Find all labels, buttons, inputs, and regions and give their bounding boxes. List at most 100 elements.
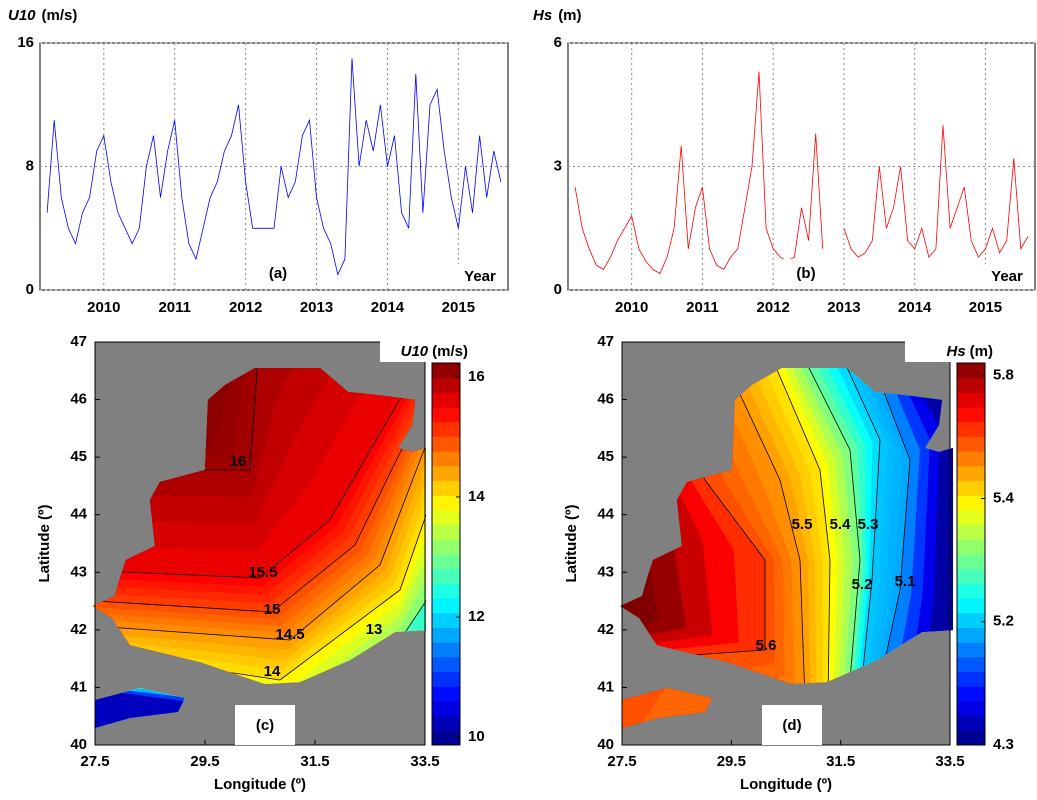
colorbar-band bbox=[957, 583, 985, 599]
y-unit: (m) bbox=[558, 7, 581, 24]
x-tick-label: 2013 bbox=[300, 299, 333, 316]
panel-label: (a) bbox=[269, 265, 287, 282]
colorbar-tick-label: 5.4 bbox=[993, 490, 1015, 507]
contour-label: 16 bbox=[230, 453, 247, 470]
contour-label: 5.6 bbox=[756, 637, 777, 654]
y-tick-label: 45 bbox=[597, 448, 614, 465]
colorbar-band bbox=[432, 656, 460, 673]
colorbar-band bbox=[432, 407, 460, 423]
colorbar-band bbox=[957, 715, 985, 731]
colorbar-tick-label: 16 bbox=[468, 368, 485, 385]
colorbar-band bbox=[957, 363, 985, 379]
x-tick-label: 27.5 bbox=[80, 753, 109, 770]
contour-label: 15.5 bbox=[248, 564, 277, 581]
colorbar-band bbox=[432, 509, 460, 526]
contour-label: 15 bbox=[264, 601, 281, 618]
colorbar-title: Hs (m) bbox=[946, 343, 993, 360]
colorbar-band bbox=[432, 686, 460, 702]
y-tick-label: 42 bbox=[70, 621, 87, 638]
colorbar-band bbox=[432, 642, 460, 658]
colorbar-band bbox=[957, 671, 985, 687]
colorbar-frame bbox=[956, 362, 986, 746]
colorbar-band bbox=[957, 627, 985, 643]
y-tick-label: 3 bbox=[554, 157, 562, 174]
contour-label: 13 bbox=[366, 621, 383, 638]
colorbar-band bbox=[957, 480, 985, 496]
x-tick-label: 2014 bbox=[898, 299, 932, 316]
y-axis-title: Latitude (º) bbox=[563, 505, 580, 583]
colorbar-title: U10 (m/s) bbox=[401, 343, 468, 360]
y-unit: (m/s) bbox=[42, 7, 78, 24]
x-tick-label: 2010 bbox=[87, 299, 120, 316]
x-tick-label: 2013 bbox=[827, 299, 860, 316]
colorbar-band bbox=[957, 686, 985, 702]
y-tick-label: 41 bbox=[70, 678, 87, 695]
x-tick-label: 33.5 bbox=[410, 753, 439, 770]
y-tick-label: 44 bbox=[70, 506, 87, 523]
colorbar-band bbox=[957, 524, 985, 540]
colorbar-band bbox=[432, 554, 460, 570]
y-label: Hs bbox=[533, 7, 552, 24]
colorbar-band bbox=[432, 392, 460, 408]
colorbar-band bbox=[957, 539, 985, 555]
x-axis-title: Year bbox=[464, 268, 496, 285]
y-tick-label: 40 bbox=[597, 736, 614, 753]
series-line bbox=[46, 58, 502, 276]
label-box bbox=[252, 259, 304, 289]
colorbar-band bbox=[432, 730, 460, 746]
colorbar-unit: (m) bbox=[970, 343, 993, 360]
y-tick-label: 41 bbox=[597, 678, 614, 695]
x-tick-label: 31.5 bbox=[300, 753, 329, 770]
y-tick-label: 45 bbox=[70, 448, 87, 465]
y-axis-title: Hs (m) bbox=[533, 7, 582, 24]
colorbar-band bbox=[432, 539, 460, 555]
colorbar-tick-label: 14 bbox=[468, 488, 485, 505]
y-axis-title: U10 (m/s) bbox=[8, 7, 77, 24]
x-tick-label: 31.5 bbox=[826, 753, 855, 770]
colorbar-band bbox=[432, 377, 460, 393]
x-axis-title: Longitude (º) bbox=[740, 776, 832, 793]
panel-label: (d) bbox=[782, 717, 801, 734]
colorbar-band bbox=[432, 465, 460, 482]
colorbar-tick-label: 5.2 bbox=[993, 613, 1014, 630]
colorbar-label: U10 bbox=[401, 343, 429, 360]
colorbar-band bbox=[432, 421, 460, 437]
y-tick-label: 43 bbox=[597, 563, 614, 580]
series-line bbox=[574, 71, 1029, 275]
plot-area bbox=[567, 42, 1036, 291]
colorbar-band bbox=[432, 598, 460, 614]
colorbar-band bbox=[432, 700, 460, 717]
label-box bbox=[780, 259, 832, 289]
y-tick-label: 6 bbox=[554, 34, 562, 51]
label-box bbox=[979, 264, 1034, 289]
colorbar-band bbox=[957, 700, 985, 717]
x-tick-label: 27.5 bbox=[607, 753, 636, 770]
colorbar-band bbox=[957, 495, 985, 511]
colorbar-band bbox=[432, 612, 460, 628]
colorbar-tick-label: 5.8 bbox=[993, 366, 1014, 383]
x-axis-title: Longitude (º) bbox=[214, 776, 306, 793]
colorbar-band bbox=[957, 642, 985, 658]
x-axis-title: Year bbox=[991, 268, 1023, 285]
y-tick-label: 40 bbox=[70, 736, 87, 753]
x-tick-label: 2011 bbox=[686, 299, 719, 316]
contour-label: 5.5 bbox=[792, 516, 813, 533]
contour-label: 5.3 bbox=[858, 516, 879, 533]
y-tick-label: 8 bbox=[26, 157, 34, 174]
contour-label: 5.2 bbox=[852, 576, 873, 593]
panel-label: (b) bbox=[796, 265, 815, 282]
colorbar-band bbox=[957, 465, 985, 482]
y-tick-label: 42 bbox=[597, 621, 614, 638]
colorbar-unit: (m/s) bbox=[432, 343, 468, 360]
colorbar-band bbox=[957, 509, 985, 526]
colorbar-band bbox=[432, 480, 460, 496]
y-tick-label: 43 bbox=[70, 563, 87, 580]
colorbar-label: Hs bbox=[946, 343, 965, 360]
contour-label: 14.5 bbox=[275, 626, 304, 643]
colorbar-band bbox=[957, 451, 985, 467]
y-tick-label: 46 bbox=[70, 391, 87, 408]
x-tick-label: 2012 bbox=[229, 299, 262, 316]
colorbar-band bbox=[957, 421, 985, 437]
